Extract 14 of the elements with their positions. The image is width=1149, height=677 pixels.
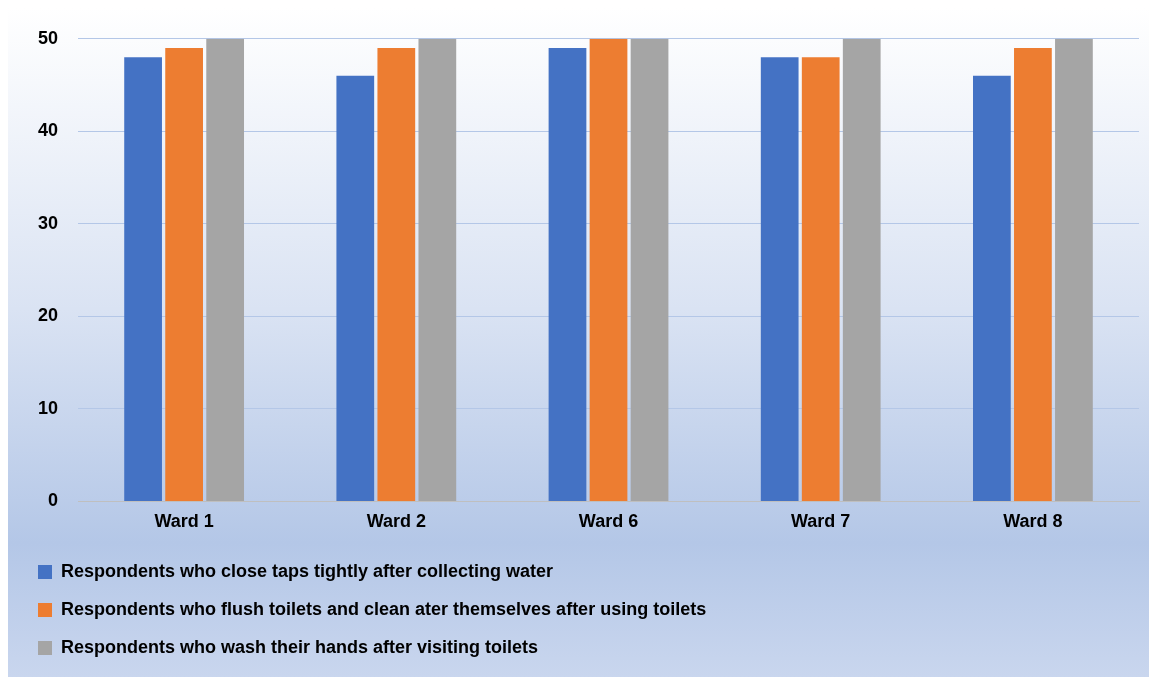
- y-tick-label: 30: [37, 212, 59, 233]
- x-tick-label: Ward 7: [791, 511, 851, 532]
- legend-label: Respondents who flush toilets and clean ater themselves after using toilets: [61, 598, 707, 619]
- x-tick-label: Ward 1: [154, 511, 214, 532]
- y-tick-label: 50: [37, 27, 59, 48]
- x-tick-label: Ward 2: [366, 511, 426, 532]
- y-tick-label: 40: [37, 120, 59, 141]
- y-tick-label: 20: [37, 305, 59, 326]
- x-tick-label: Ward 8: [1003, 511, 1063, 532]
- y-tick-label: 10: [37, 397, 59, 418]
- legend-label: Respondents who close taps tightly after collecting water: [61, 560, 554, 581]
- legend-label: Respondents who wash their hands after visiting toilets: [61, 636, 539, 657]
- x-tick-label: Ward 6: [578, 511, 639, 532]
- y-tick-label: 0: [48, 490, 59, 511]
